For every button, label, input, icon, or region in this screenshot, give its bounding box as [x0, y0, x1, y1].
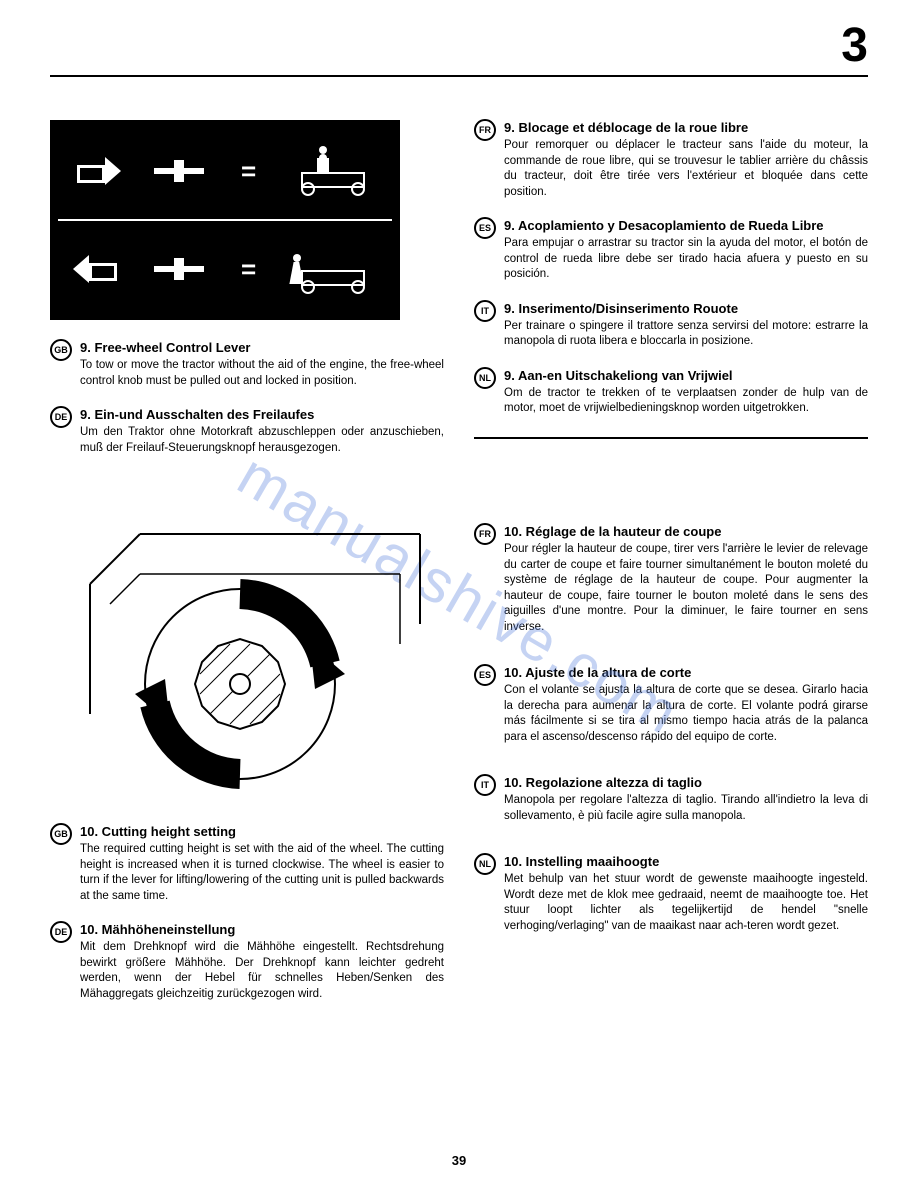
top-rule	[50, 75, 868, 77]
section-fr-9: FR 9. Blocage et déblocage de la roue li…	[474, 120, 868, 200]
section-es-9: ES 9. Acoplamiento y Desacoplamiento de …	[474, 218, 868, 283]
upper-columns: = =	[50, 120, 868, 474]
section-title: 9. Ein-und Ausschalten des Freilaufes	[80, 407, 444, 422]
section-nl-10: NL 10. Instelling maaihoogte Met behulp …	[474, 854, 868, 934]
section-body: Um den Traktor ohne Motorkraft abzuschle…	[80, 425, 444, 456]
tractor-riding-icon	[293, 146, 373, 196]
page-number: 39	[0, 1153, 918, 1168]
knob-out-icon	[154, 156, 204, 186]
section-body: Met behulp van het stuur wordt de gewens…	[504, 872, 868, 934]
section-title: 10. Ajuste de la altura de corte	[504, 665, 868, 680]
section-de-9: DE 9. Ein-und Ausschalten des Freilaufes…	[50, 407, 444, 456]
section-body: Pour remorquer ou déplacer le tracteur s…	[504, 138, 868, 200]
lang-badge-es: ES	[474, 217, 496, 239]
lang-badge-it: IT	[474, 774, 496, 796]
section-title: 10. Instelling maaihoogte	[504, 854, 868, 869]
lang-badge-nl: NL	[474, 853, 496, 875]
lang-badge-de: DE	[50, 921, 72, 943]
cutting-height-diagram	[60, 514, 440, 794]
section-title: 10. Réglage de la hauteur de coupe	[504, 524, 868, 539]
diagram-panel-freewheel: =	[58, 224, 392, 314]
freewheel-diagram: = =	[50, 120, 400, 320]
lang-badge-nl: NL	[474, 367, 496, 389]
lang-badge-it: IT	[474, 300, 496, 322]
equals-icon: =	[241, 254, 256, 285]
section-title: 10. Mähhöheneinstellung	[80, 922, 444, 937]
section-gb-10: GB 10. Cutting height setting The requir…	[50, 824, 444, 904]
section-title: 9. Aan-en Uitschakeliong van Vrijwiel	[504, 368, 868, 383]
section-body: The required cutting height is set with …	[80, 842, 444, 904]
section-body: Con el volante se ajusta la altura de co…	[504, 683, 868, 745]
knob-in-icon	[154, 254, 204, 284]
section-body: Om de tractor te trekken of te verplaats…	[504, 386, 868, 417]
section-body: Para empujar o arrastrar su tractor sin …	[504, 236, 868, 283]
section-body: Mit dem Drehknopf wird die Mähhöhe einge…	[80, 940, 444, 1002]
section-title: 10. Cutting height setting	[80, 824, 444, 839]
section-body: To tow or move the tractor without the a…	[80, 358, 444, 389]
upper-right-column: FR 9. Blocage et déblocage de la roue li…	[474, 120, 868, 474]
section-body: Manopola per regolare l'altezza di tagli…	[504, 793, 868, 824]
section-title: 9. Free-wheel Control Lever	[80, 340, 444, 355]
section-body: Pour régler la hauteur de coupe, tirer v…	[504, 542, 868, 635]
tractor-pushing-icon	[293, 244, 373, 294]
lang-badge-de: DE	[50, 406, 72, 428]
section-nl-9: NL 9. Aan-en Uitschakeliong van Vrijwiel…	[474, 368, 868, 417]
lang-badge-gb: GB	[50, 823, 72, 845]
arrow-right-icon	[77, 159, 117, 183]
section-title: 9. Acoplamiento y Desacoplamiento de Rue…	[504, 218, 868, 233]
section-it-9: IT 9. Inserimento/Disinserimento Rouote …	[474, 301, 868, 350]
diagram-panel-engaged: =	[58, 126, 392, 216]
equals-icon: =	[241, 156, 256, 187]
chapter-number: 3	[841, 18, 868, 73]
lower-left-column: GB 10. Cutting height setting The requir…	[50, 484, 444, 1020]
section-title: 9. Inserimento/Disinserimento Rouote	[504, 301, 868, 316]
section-it-10: IT 10. Regolazione altezza di taglio Man…	[474, 775, 868, 824]
section-body: Per trainare o spingere il trattore senz…	[504, 319, 868, 350]
upper-left-column: = =	[50, 120, 444, 474]
diagram-divider	[58, 219, 392, 221]
mid-rule	[474, 437, 868, 439]
arrow-left-icon	[77, 257, 117, 281]
section-es-10: ES 10. Ajuste de la altura de corte Con …	[474, 665, 868, 745]
section-gb-9: GB 9. Free-wheel Control Lever To tow or…	[50, 340, 444, 389]
section-de-10: DE 10. Mähhöheneinstellung Mit dem Drehk…	[50, 922, 444, 1002]
lang-badge-es: ES	[474, 664, 496, 686]
section-fr-10: FR 10. Réglage de la hauteur de coupe Po…	[474, 524, 868, 635]
section-title: 9. Blocage et déblocage de la roue libre	[504, 120, 868, 135]
lower-columns: GB 10. Cutting height setting The requir…	[50, 484, 868, 1020]
lang-badge-fr: FR	[474, 523, 496, 545]
lang-badge-fr: FR	[474, 119, 496, 141]
section-title: 10. Regolazione altezza di taglio	[504, 775, 868, 790]
lower-right-column: FR 10. Réglage de la hauteur de coupe Po…	[474, 484, 868, 1020]
lang-badge-gb: GB	[50, 339, 72, 361]
